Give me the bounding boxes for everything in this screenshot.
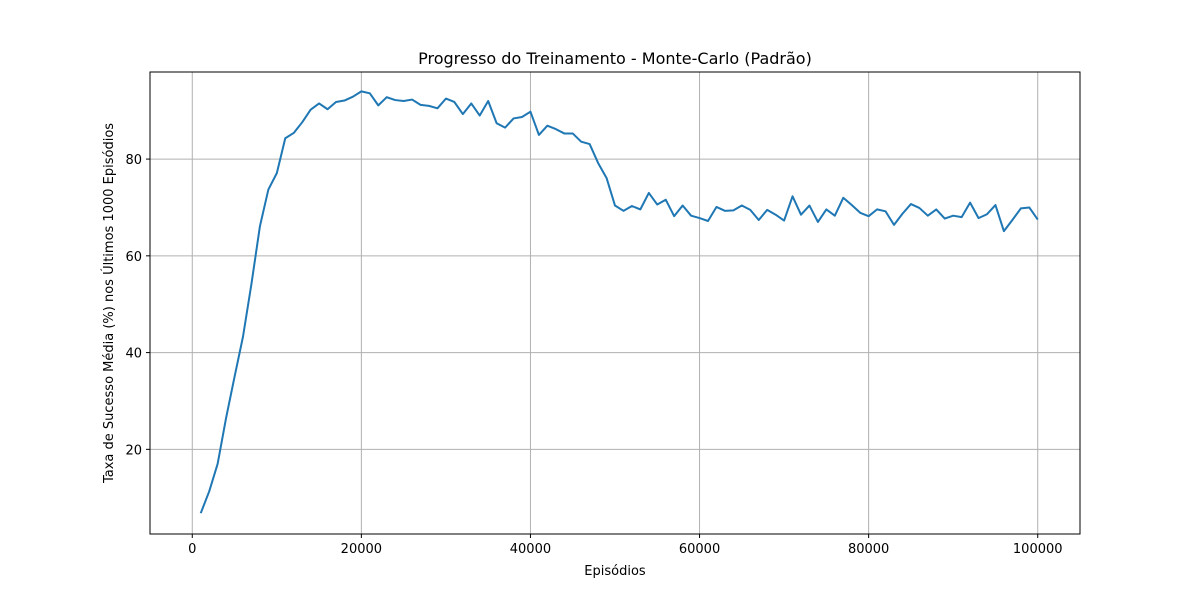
y-axis: 20 40 60 80 [125, 153, 150, 458]
y-tick-label: 40 [125, 347, 142, 362]
x-tick-label: 100000 [1013, 542, 1063, 557]
y-axis-label: Taxa de Sucesso Média (%) nos Últimos 10… [101, 123, 117, 484]
y-tick-label: 80 [125, 153, 142, 168]
x-axis: 0 20000 40000 60000 80000 100000 [188, 534, 1063, 557]
y-tick-label: 20 [125, 443, 142, 458]
x-tick-label: 20000 [341, 542, 382, 557]
plot-frame [149, 71, 1081, 535]
series-layer [199, 90, 1039, 514]
x-tick-label: 40000 [510, 542, 551, 557]
x-axis-label: Episódios [584, 564, 646, 579]
chart-title: Progresso do Treinamento - Monte-Carlo (… [418, 49, 812, 68]
x-tick-label: 80000 [848, 542, 889, 557]
y-tick-label: 60 [125, 250, 142, 265]
x-tick-label: 60000 [679, 542, 720, 557]
x-tick-label: 0 [188, 542, 196, 557]
series-line [199, 90, 1039, 514]
grid [150, 72, 1080, 534]
